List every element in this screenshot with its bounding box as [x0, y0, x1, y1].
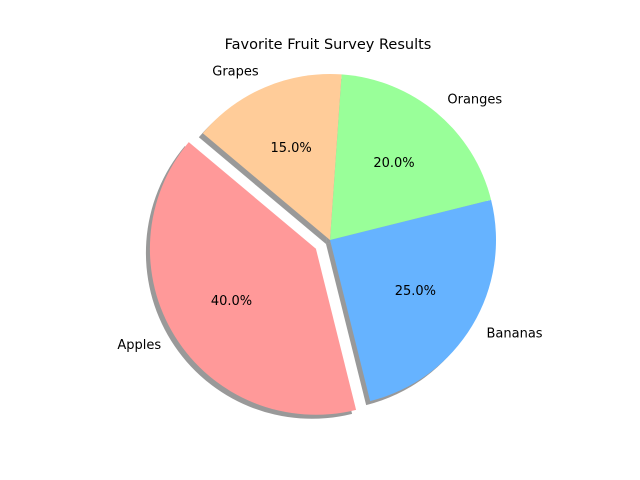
slice-percent-grapes: 15.0% — [270, 141, 311, 156]
pie-slice-oranges — [330, 74, 492, 241]
slice-label-apples: Apples — [117, 338, 161, 353]
slice-label-grapes: Grapes — [212, 64, 259, 79]
pie-slice-bananas — [330, 199, 497, 402]
slice-label-bananas: Bananas — [487, 327, 543, 342]
slice-percent-oranges: 20.0% — [373, 156, 414, 171]
pie-slice-grapes — [202, 73, 342, 241]
pie-slice-apples — [149, 142, 357, 415]
pie-wedges — [149, 73, 497, 415]
slice-label-oranges: Oranges — [447, 93, 502, 108]
chart-title: Favorite Fruit Survey Results — [225, 37, 432, 53]
slice-percent-apples: 40.0% — [211, 294, 252, 309]
pie-labels: Apples 40.0% Bananas 25.0% Oranges 20.0% Grape… — [117, 64, 542, 353]
slice-percent-bananas: 25.0% — [395, 284, 436, 299]
